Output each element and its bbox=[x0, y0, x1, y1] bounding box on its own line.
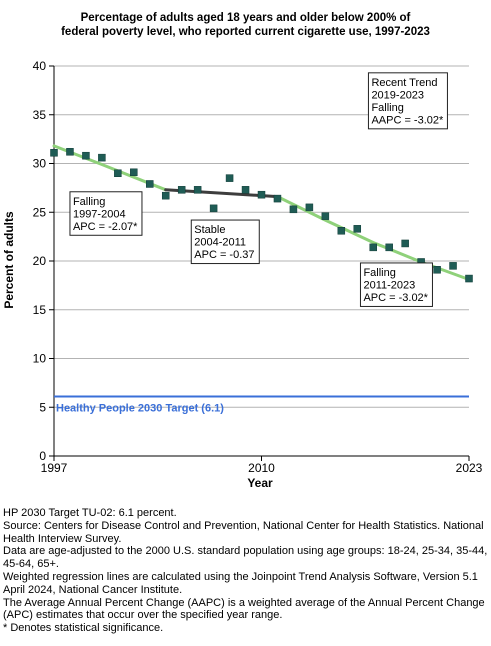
x-tick-label: 2023 bbox=[456, 461, 483, 475]
y-tick-label: 15 bbox=[33, 303, 47, 317]
data-point bbox=[385, 243, 393, 252]
data-point bbox=[257, 190, 266, 199]
data-point bbox=[130, 168, 138, 177]
data-point bbox=[66, 148, 74, 156]
footnote-line: The Average Annual Percent Change (AAPC)… bbox=[3, 596, 485, 622]
y-tick-label: 20 bbox=[33, 254, 47, 268]
data-point bbox=[353, 225, 362, 233]
x-axis-label: Year bbox=[247, 476, 273, 490]
data-point bbox=[241, 186, 250, 194]
annotation-text: Falling bbox=[73, 196, 105, 208]
y-tick-label: 40 bbox=[33, 59, 47, 73]
annotation-text: Falling bbox=[371, 102, 403, 114]
footnote-line: Data are age-adjusted to the 2000 U.S. s… bbox=[3, 545, 488, 571]
footnote-line: Source: Centers for Disease Control and … bbox=[3, 519, 484, 545]
footnote-line: * Denotes statistical significance. bbox=[3, 622, 164, 635]
data-points bbox=[50, 148, 473, 283]
target-label: Healthy People 2030 Target (6.1) bbox=[56, 403, 224, 415]
annotation-text: APC = -2.07* bbox=[73, 221, 138, 233]
chart-title-line-1: Percentage of adults aged 18 years and o… bbox=[80, 12, 411, 24]
data-point bbox=[98, 153, 106, 162]
footnote-line: Weighted regression lines are calculated… bbox=[3, 570, 478, 596]
data-point bbox=[337, 227, 346, 235]
data-point bbox=[465, 274, 473, 283]
data-point bbox=[50, 149, 58, 157]
data-point bbox=[209, 204, 218, 213]
data-point bbox=[433, 266, 441, 274]
annotation-frame bbox=[69, 191, 143, 236]
annotation-text: AAPC = -3.02* bbox=[371, 114, 444, 126]
y-tick-label: 30 bbox=[33, 157, 47, 171]
annotation-text: APC = -3.02* bbox=[363, 292, 428, 304]
y-tick-label: 25 bbox=[33, 205, 47, 219]
y-tick-label: 10 bbox=[33, 352, 47, 366]
data-point bbox=[193, 186, 202, 194]
footnotes: HP 2030 Target TU-02: 6.1 percent. Source… bbox=[3, 507, 489, 635]
annotation-text: 2011-2023 bbox=[363, 279, 415, 291]
annotation-frame bbox=[359, 262, 433, 307]
data-point bbox=[161, 191, 170, 200]
y-tick-label: 5 bbox=[39, 400, 46, 414]
joinpoint-chart: 0 5 10 15 20 25 30 35 40 1997 2010 2023 Healthy Peo… bbox=[2, 59, 483, 490]
footnote-line: HP 2030 Target TU-02: 6.1 percent. bbox=[3, 507, 177, 519]
data-point bbox=[82, 151, 90, 160]
data-point bbox=[114, 169, 122, 177]
annotation-text: Stable bbox=[194, 224, 225, 236]
annotation-frame bbox=[190, 219, 260, 265]
axes: 0 5 10 15 20 25 30 35 40 1997 2010 2023 bbox=[33, 59, 483, 475]
data-point bbox=[273, 194, 282, 203]
data-point bbox=[177, 186, 186, 194]
annotation-text: 1997-2004 bbox=[73, 208, 126, 220]
chart-title: Percentage of adults aged 18 years and o… bbox=[0, 11, 491, 39]
y-tick-label: 35 bbox=[33, 108, 47, 122]
data-point bbox=[401, 239, 409, 248]
annotation-text: 2019-2023 bbox=[371, 89, 424, 101]
data-point bbox=[305, 203, 314, 212]
chart-title-line-2: federal poverty level, who reported curr… bbox=[61, 26, 430, 38]
annotation-text: Falling bbox=[363, 267, 395, 279]
annotation-text: Recent Trend bbox=[371, 77, 437, 89]
annotation-frame bbox=[367, 72, 448, 130]
data-point bbox=[225, 174, 234, 182]
data-point bbox=[321, 212, 330, 220]
data-point bbox=[289, 205, 298, 214]
data-point bbox=[146, 180, 154, 188]
x-tick-label: 1997 bbox=[41, 461, 68, 475]
data-point bbox=[449, 262, 457, 270]
annotation-text: 2004-2011 bbox=[194, 237, 246, 249]
data-point bbox=[369, 243, 377, 252]
annotation-text: APC = -0.37 bbox=[194, 249, 254, 261]
y-tick-label: 0 bbox=[39, 449, 46, 463]
y-axis-label: Percent of adults bbox=[2, 211, 16, 309]
x-tick-label: 2010 bbox=[248, 461, 275, 475]
